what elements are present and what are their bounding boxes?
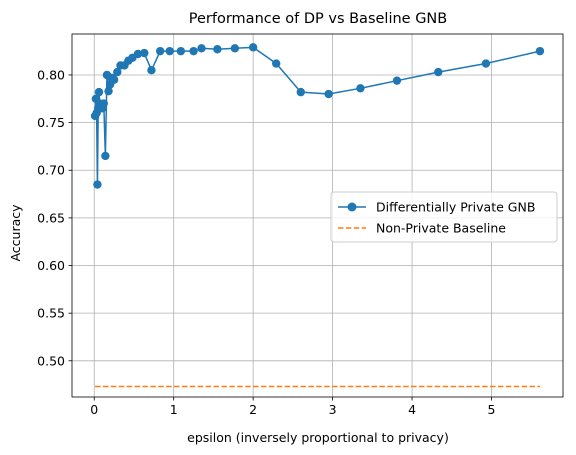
y-axis-ticks: 0.50 0.55 0.60 0.65 0.70 0.75 0.80 <box>37 67 72 368</box>
y-tick-label: 0.65 <box>37 210 65 225</box>
data-point <box>93 180 102 189</box>
data-point <box>271 59 281 68</box>
x-axis-ticks: 0 1 2 3 4 5 <box>90 397 495 417</box>
data-point <box>104 86 113 96</box>
y-tick-label: 0.80 <box>37 67 65 82</box>
y-tick-label: 0.60 <box>37 258 65 273</box>
data-point <box>109 75 119 84</box>
data-point <box>165 46 174 56</box>
data-point <box>189 46 198 56</box>
y-tick-label: 0.70 <box>37 163 65 178</box>
x-tick-label: 1 <box>170 402 178 417</box>
x-tick-label: 5 <box>488 402 496 417</box>
data-point <box>535 46 545 56</box>
data-point <box>197 44 206 53</box>
data-point <box>155 46 165 56</box>
y-tick-label: 0.55 <box>37 306 65 321</box>
x-tick-label: 3 <box>329 402 337 417</box>
data-point <box>176 46 186 56</box>
data-point <box>248 43 258 52</box>
y-tick-label: 0.75 <box>37 115 65 130</box>
y-axis-label: Accuracy <box>8 204 23 262</box>
data-point <box>213 45 222 54</box>
data-point <box>140 48 149 58</box>
data-point <box>101 151 110 161</box>
plot-frame <box>71 33 564 398</box>
data-point <box>481 59 491 68</box>
series-differentially-private-gnb <box>90 43 545 189</box>
data-point <box>147 66 156 75</box>
data-point <box>99 99 108 108</box>
data-point <box>392 76 402 85</box>
data-point <box>113 67 122 77</box>
legend-swatch-dp-marker <box>347 202 357 212</box>
legend-box <box>330 191 558 243</box>
data-point <box>434 67 443 77</box>
data-point <box>94 87 104 97</box>
data-point <box>296 87 306 97</box>
legend-label-dp: Differentially Private GNB <box>376 200 535 215</box>
legend: Differentially Private GNB Non-Private B… <box>330 191 558 243</box>
data-point <box>230 44 240 53</box>
chart-title: Performance of DP vs Baseline GNB <box>189 11 447 27</box>
x-axis-label: epsilon (inversely proportional to priva… <box>187 430 449 445</box>
data-point <box>324 89 333 99</box>
data-point <box>133 49 143 59</box>
x-tick-label: 0 <box>90 402 98 417</box>
data-point <box>356 84 365 93</box>
y-tick-label: 0.50 <box>37 353 65 368</box>
legend-label-baseline: Non-Private Baseline <box>376 221 506 236</box>
x-tick-label: 2 <box>249 402 257 417</box>
x-tick-label: 4 <box>408 402 416 417</box>
